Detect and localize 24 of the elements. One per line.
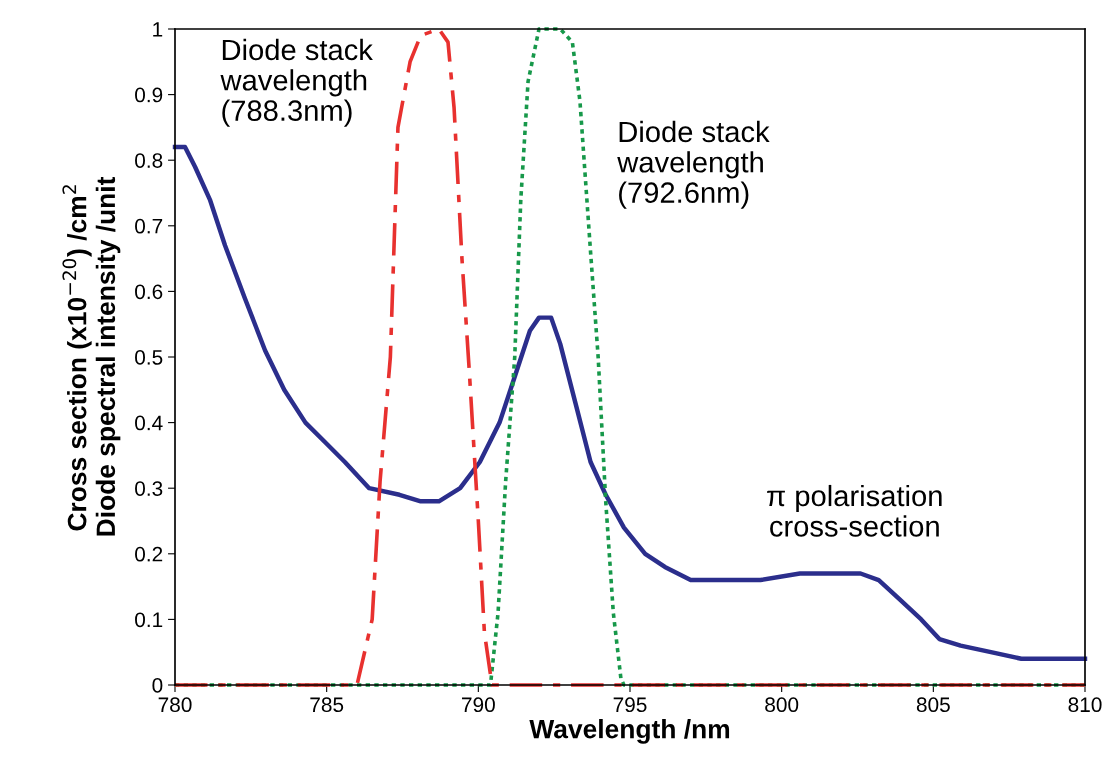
x-tick-label: 805 <box>916 697 950 713</box>
y-tick-label: 1 <box>153 22 163 37</box>
y-tick-label: 0.7 <box>135 218 163 234</box>
y-tick-label: 0.1 <box>135 612 163 628</box>
y-axis-title: Cross section (x10$^{−20}$) /cm$^{2}$ Diode spectral intensity /unit <box>62 176 121 536</box>
annotation: π polarisation cross-section <box>767 484 942 537</box>
x-tick-label: 785 <box>310 697 344 713</box>
y-tick-label: 0.2 <box>135 546 163 562</box>
y-tick-label: 0.4 <box>135 415 163 431</box>
x-tick-label: 810 <box>1068 697 1102 713</box>
x-axis-title: Wavelength /nm <box>529 719 730 744</box>
x-tick-label: 780 <box>158 697 192 713</box>
x-tick-label: 800 <box>765 697 799 713</box>
y-tick-label: 0.6 <box>135 284 163 300</box>
y-tick-label: 0.5 <box>135 350 163 365</box>
x-tick-label: 795 <box>613 697 647 713</box>
annotation: Diode stack wavelength (788.3nm) <box>220 38 373 127</box>
y-tick-label: 0.8 <box>135 153 163 168</box>
annotation: Diode stack wavelength (792.6nm) <box>617 120 770 209</box>
x-tick-label: 790 <box>462 697 495 713</box>
y-tick-label: 0.9 <box>135 87 163 103</box>
y-tick-label: 0 <box>152 678 163 693</box>
line-series <box>172 144 1088 661</box>
y-tick-label: 0.3 <box>135 481 163 496</box>
